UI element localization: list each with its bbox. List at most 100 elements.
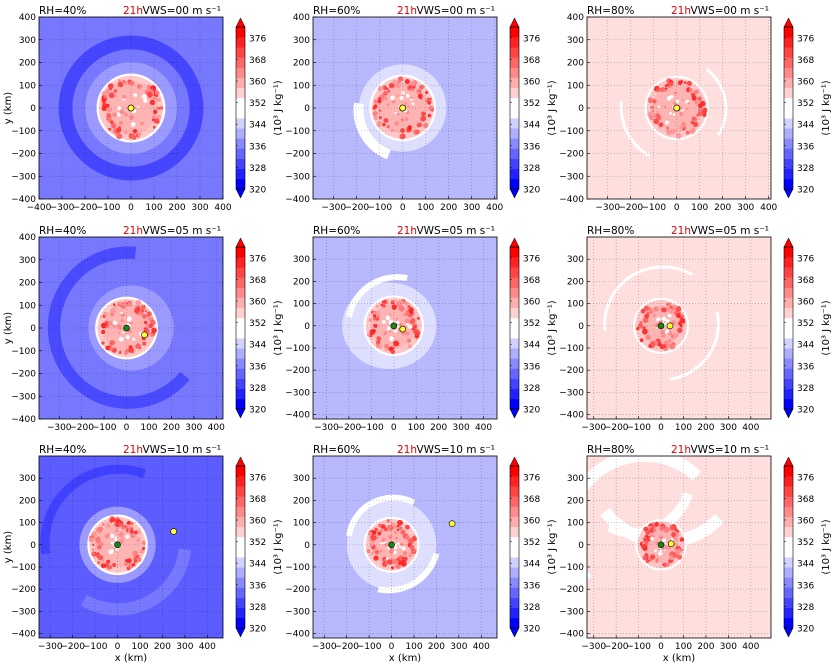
eyewall-speckle [667,302,672,307]
colorbar-tick-label: 368 [523,56,540,66]
colorbar-segment [236,77,245,89]
eyewall-speckle [419,85,423,89]
colorbar-segment [784,486,793,497]
eyewall-speckle [675,548,681,555]
colorbar-segment [510,398,519,410]
colorbar-segment [510,536,519,548]
colorbar-tick-label: 376 [797,34,814,44]
colorbar-segment [510,267,519,278]
colorbar-segment [236,317,245,329]
yellow-marker [399,104,407,112]
panel-time-title: 21h [123,444,143,456]
eyewall-speckle [656,110,660,114]
eyewall-speckle [134,308,139,314]
colorbar-segment [236,536,245,548]
eyewall-speckle [151,327,157,334]
colorbar-segment [784,128,793,139]
panel-vws-title: VWS=00 m s⁻¹ [142,5,221,17]
core-speckle [137,105,140,108]
yellow-marker [141,331,148,339]
x-tick-label: 200 [697,423,714,433]
panel-6: −300−200−100 0 100 200 300 4003002001000−100−… [559,225,831,433]
colorbar-max-extend [235,456,246,467]
colorbar-max-extend [783,237,794,248]
panel-time-title: 21h [397,225,417,237]
colorbar-max-extend [509,17,520,28]
y-tick-label: −400 [11,415,36,425]
colorbar-segment [236,388,245,400]
core-speckle [388,549,394,554]
core-speckle [404,117,409,122]
eyewall-speckle [101,341,105,345]
eyewall-speckle [416,316,420,320]
core-speckle [396,542,400,546]
colorbar-tick-label: 344 [523,341,540,351]
eyewall-speckle [408,553,413,558]
eyewall-speckle [88,537,95,543]
eyewall-speckle [116,519,120,523]
y-tick-label: 100 [19,81,36,91]
x-tick-label: −100 [357,642,382,652]
y-tick-label: 300 [567,36,584,46]
y-tick-label: −100 [285,127,310,137]
eyewall-speckle [110,308,116,314]
eyewall-speckle [666,130,672,136]
eyewall-speckle [370,534,377,541]
panel-rh-title: RH=60% [313,5,360,17]
eyewall-speckle [658,126,662,129]
eyewall-speckle [114,522,120,527]
core-speckle [141,94,147,99]
panel-rh-title: RH=60% [313,225,360,237]
eyewall-speckle [380,528,383,532]
eyewall-speckle [118,301,123,306]
eyewall-speckle [117,81,124,88]
core-speckle [132,337,136,341]
y-tick-label: −100 [285,344,310,354]
colorbar-segment [510,476,519,487]
colorbar-segment [784,388,793,400]
eyewall-speckle [374,527,379,532]
core-speckle [391,99,396,104]
eyewall-speckle [378,523,382,528]
core-speckle [399,96,404,101]
eyewall-speckle [654,522,660,527]
core-speckle [390,95,395,101]
colorbar-segment [510,158,519,170]
eyewall-speckle [677,327,683,334]
eyewall-speckle [368,318,372,322]
eyewall-speckle [371,530,377,535]
x-tick-label: −200 [334,642,359,652]
core-speckle [394,546,398,550]
core-speckle [385,557,389,560]
eyewall-speckle [386,87,389,91]
eyewall-speckle [400,559,406,565]
eyewall-speckle [116,133,123,140]
eyewall-speckle [375,305,379,308]
eyewall-speckle [128,347,134,353]
core-speckle [381,537,386,542]
core-speckle [122,331,125,334]
colorbar-segment [510,77,519,89]
colorbar-segment [784,476,793,487]
eyewall-speckle [137,133,142,137]
core-speckle [669,111,672,115]
colorbar-segment [236,567,245,578]
eyewall-speckle [125,81,129,85]
y-tick-label: −400 [559,630,584,640]
colorbar-tick-label: 376 [797,473,814,483]
x-tick-label: 300 [720,642,737,652]
colorbar-segment [236,486,245,497]
colorbar-segment [236,398,245,410]
eyewall-speckle [652,528,657,533]
x-tick-label: −100 [641,203,666,213]
colorbar-max-extend [783,456,794,467]
grid [587,456,771,638]
eyewall-speckle [91,551,97,557]
core-speckle [670,538,674,542]
eyewall-speckle [147,331,151,335]
colorbar-tick-label: 360 [523,298,540,308]
core-speckle [675,99,680,104]
colorbar-label: (10³ J kg⁻¹) [547,300,558,355]
eyewall-speckle [109,340,116,346]
y-tick-label: −400 [285,411,310,421]
